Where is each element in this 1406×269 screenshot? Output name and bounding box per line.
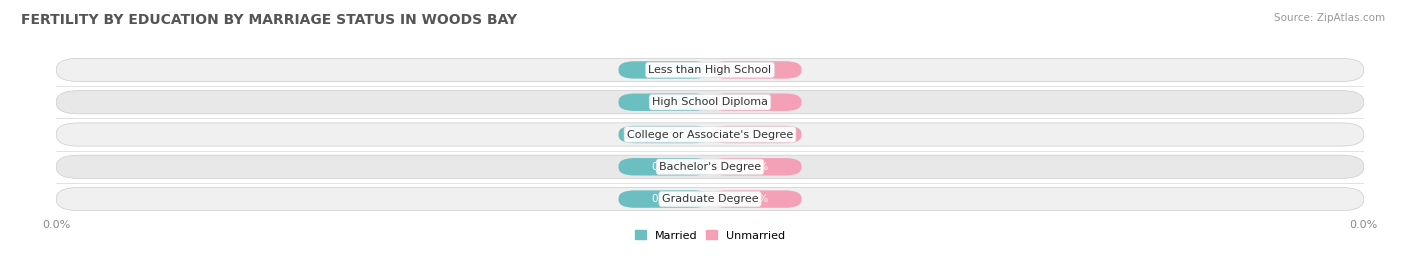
Text: 0.0%: 0.0% xyxy=(651,194,678,204)
FancyBboxPatch shape xyxy=(710,190,801,208)
Text: 0.0%: 0.0% xyxy=(651,97,678,107)
Text: 0.0%: 0.0% xyxy=(651,65,678,75)
Text: Graduate Degree: Graduate Degree xyxy=(662,194,758,204)
Text: 0.0%: 0.0% xyxy=(742,65,769,75)
Text: College or Associate's Degree: College or Associate's Degree xyxy=(627,129,793,140)
Text: 0.0%: 0.0% xyxy=(742,129,769,140)
Text: 0.0%: 0.0% xyxy=(742,194,769,204)
FancyBboxPatch shape xyxy=(56,187,1364,211)
FancyBboxPatch shape xyxy=(619,158,710,175)
Text: 0.0%: 0.0% xyxy=(651,162,678,172)
FancyBboxPatch shape xyxy=(619,126,710,143)
FancyBboxPatch shape xyxy=(619,94,710,111)
Text: 0.0%: 0.0% xyxy=(742,162,769,172)
FancyBboxPatch shape xyxy=(710,61,801,79)
Text: Less than High School: Less than High School xyxy=(648,65,772,75)
FancyBboxPatch shape xyxy=(56,155,1364,178)
FancyBboxPatch shape xyxy=(710,158,801,175)
FancyBboxPatch shape xyxy=(619,61,710,79)
Text: Bachelor's Degree: Bachelor's Degree xyxy=(659,162,761,172)
Text: FERTILITY BY EDUCATION BY MARRIAGE STATUS IN WOODS BAY: FERTILITY BY EDUCATION BY MARRIAGE STATU… xyxy=(21,13,517,27)
Legend: Married, Unmarried: Married, Unmarried xyxy=(630,226,790,245)
FancyBboxPatch shape xyxy=(710,126,801,143)
FancyBboxPatch shape xyxy=(56,123,1364,146)
FancyBboxPatch shape xyxy=(710,94,801,111)
FancyBboxPatch shape xyxy=(56,58,1364,82)
FancyBboxPatch shape xyxy=(619,190,710,208)
Text: 0.0%: 0.0% xyxy=(651,129,678,140)
Text: Source: ZipAtlas.com: Source: ZipAtlas.com xyxy=(1274,13,1385,23)
Text: High School Diploma: High School Diploma xyxy=(652,97,768,107)
Text: 0.0%: 0.0% xyxy=(742,97,769,107)
FancyBboxPatch shape xyxy=(56,91,1364,114)
